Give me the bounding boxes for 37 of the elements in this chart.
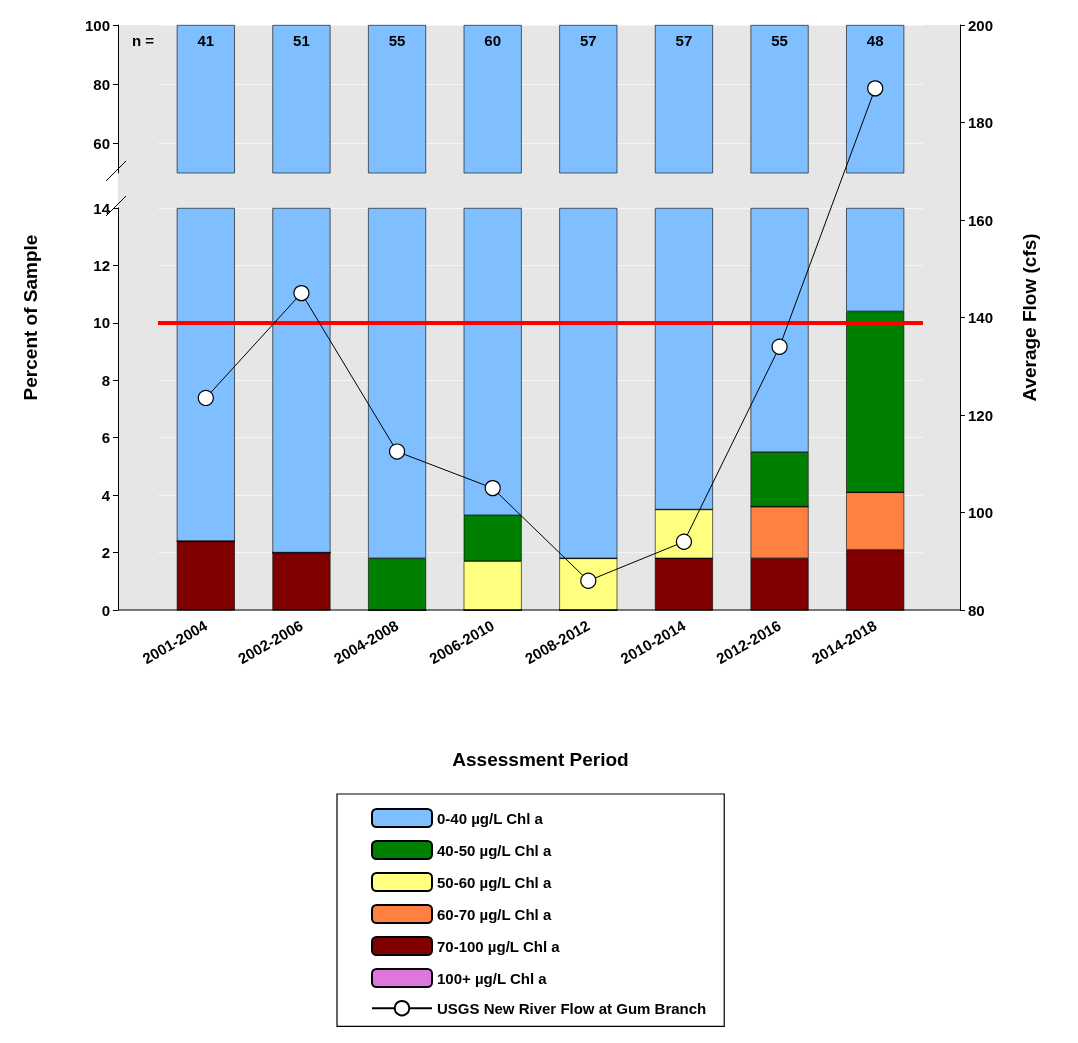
y2-tick-label: 160: [968, 211, 994, 229]
y-tick-label: 6: [101, 429, 110, 447]
y2-tick-label: 80: [968, 601, 985, 619]
y-tick-label: 12: [93, 256, 110, 274]
annotation: 51: [293, 32, 310, 49]
annotation: 57: [579, 32, 597, 49]
annotation: 48: [866, 32, 884, 49]
legend-label: 100+ µg/L Chl a: [437, 969, 548, 987]
y-tick-label: 0: [101, 601, 110, 619]
legend-label: 60-70 µg/L Chl a: [437, 905, 552, 923]
annotation: 60: [484, 32, 502, 49]
y2-tick-label: 180: [968, 114, 994, 131]
y2-tick-label: 200: [968, 16, 994, 34]
y2-tick-label: 120: [968, 406, 994, 424]
annotation: 41: [197, 32, 215, 49]
y-tick-label: 10: [93, 314, 110, 332]
annotation: 55: [771, 32, 788, 49]
legend-label: 50-60 µg/L Chl a: [437, 873, 552, 891]
legend-label: USGS New River Flow at Gum Branch: [437, 999, 707, 1017]
y-tick-label: 4: [101, 486, 111, 504]
y-tick-label: 60: [93, 134, 110, 152]
y-tick-label: 100: [84, 16, 110, 34]
y2-tick-label: 140: [968, 309, 994, 326]
y2-tick-label: 100: [968, 504, 994, 521]
y-axis-title: Percent of Sample: [19, 234, 41, 401]
x-axis-title: Assessment Period: [452, 749, 629, 770]
legend-label: 70-100 µg/L Chl a: [437, 937, 561, 955]
y-tick-label: 14: [93, 199, 111, 217]
y-tick-label: 8: [101, 371, 110, 389]
legend-label: 0-40 µg/L Chl a: [437, 809, 544, 827]
text: n =: [132, 32, 155, 49]
annotation: 55: [388, 32, 406, 49]
legend-label: 40-50 µg/L Chl a: [437, 841, 552, 859]
annotation: 57: [675, 32, 693, 49]
y-tick-label: 80: [93, 75, 110, 93]
y2-axis-title: Average Flow (cfs): [1019, 233, 1040, 402]
y-tick-label: 2: [101, 544, 110, 562]
